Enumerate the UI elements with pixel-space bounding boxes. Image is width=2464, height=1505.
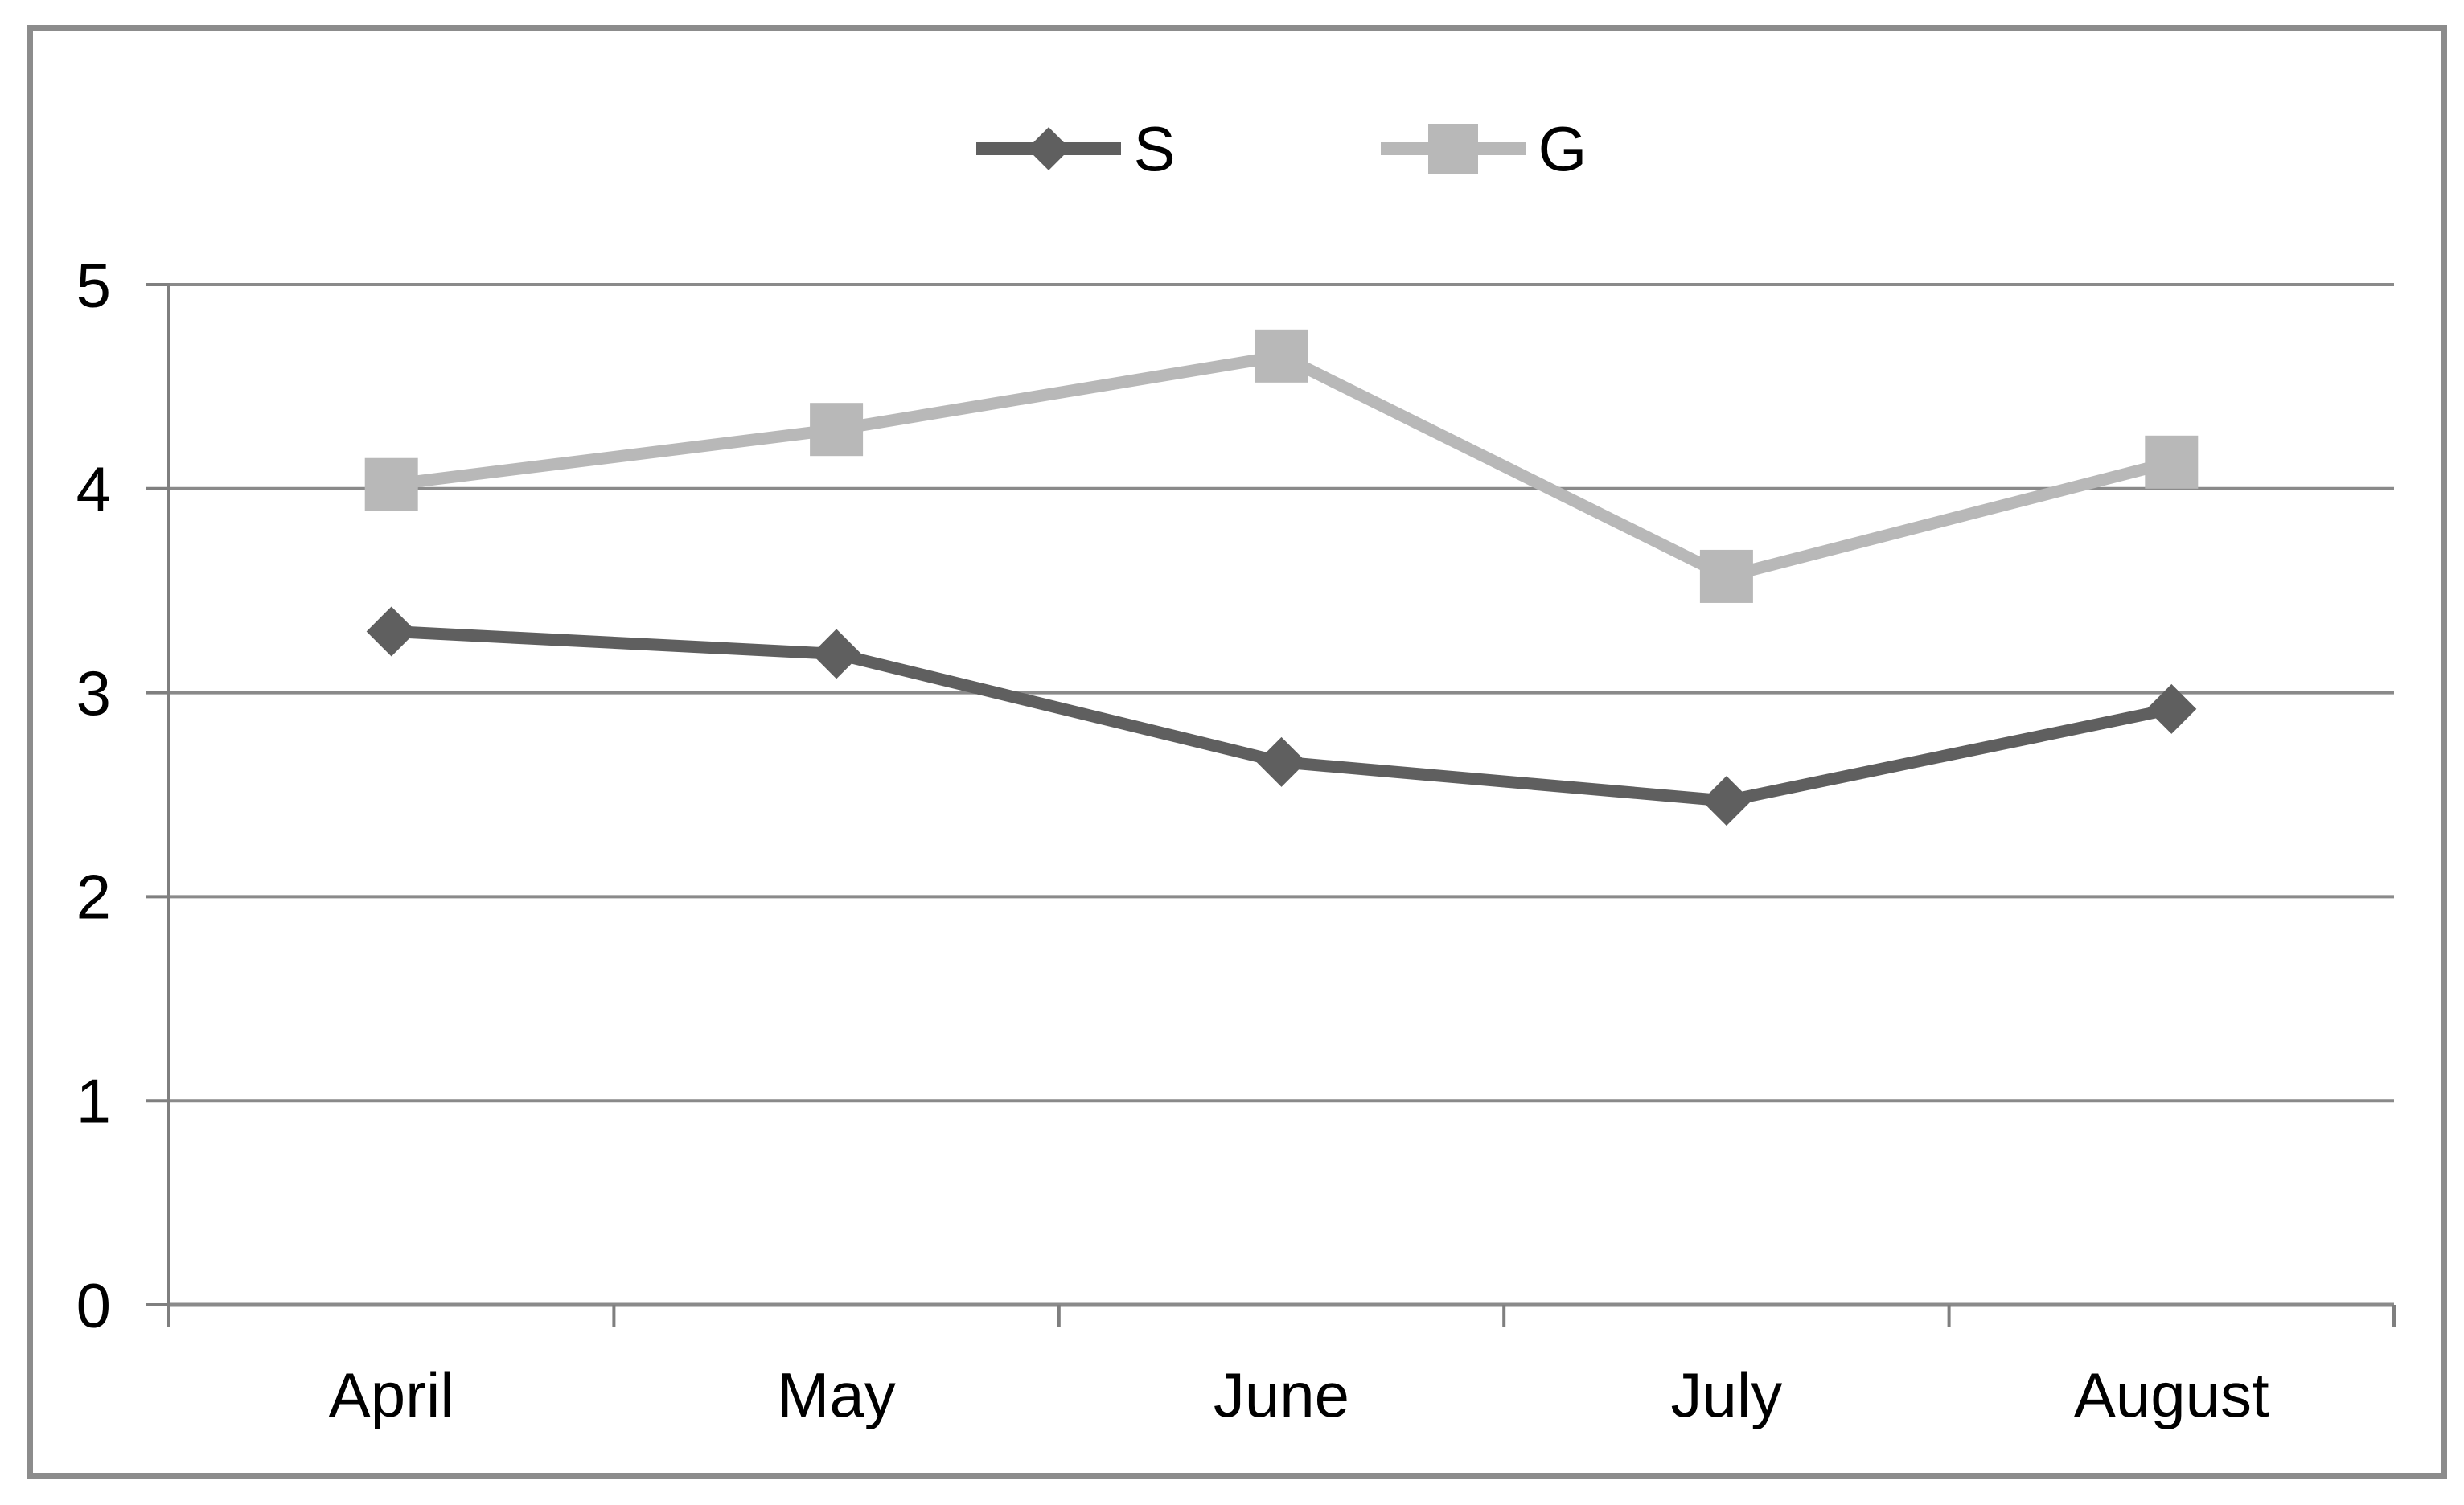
series-g-marker <box>1699 549 1753 603</box>
y-axis-tick-label: 1 <box>76 1066 111 1137</box>
series-s-marker <box>366 606 417 657</box>
series-g-marker <box>1255 329 1308 383</box>
y-axis-tick-label: 2 <box>76 862 111 933</box>
legend-item-s: S <box>975 110 1176 187</box>
chart-outer-border <box>27 25 2447 1479</box>
legend-label-s: S <box>1133 113 1176 184</box>
series-g-marker <box>810 403 864 457</box>
series-s-marker <box>1256 736 1307 787</box>
series-s-marker <box>1701 776 1751 826</box>
y-axis-tick-label: 0 <box>76 1269 111 1340</box>
x-axis-tick-label: May <box>777 1359 895 1430</box>
y-axis-tick-label: 3 <box>76 658 111 728</box>
x-axis-tick-label: April <box>329 1359 454 1430</box>
legend: S G <box>169 105 2394 193</box>
x-axis-tick-label: August <box>2074 1359 2269 1430</box>
legend-swatch-g <box>1380 110 1526 187</box>
x-axis-tick-label: June <box>1214 1359 1349 1430</box>
square-marker-icon <box>1427 124 1478 174</box>
series-g-line <box>385 350 2178 583</box>
series-s-marker <box>2146 683 2197 734</box>
series-g-marker <box>2145 435 2199 489</box>
y-axis-tick-label: 5 <box>76 249 111 320</box>
y-axis-tick-label: 4 <box>76 453 111 524</box>
legend-label-g: G <box>1538 113 1587 184</box>
series-g-marker <box>364 457 418 511</box>
legend-item-g: G <box>1380 110 1587 187</box>
legend-swatch-s <box>975 110 1121 187</box>
diamond-marker-icon <box>1026 127 1070 170</box>
x-axis-tick-label: July <box>1671 1359 1783 1430</box>
series-s-marker <box>811 629 862 679</box>
